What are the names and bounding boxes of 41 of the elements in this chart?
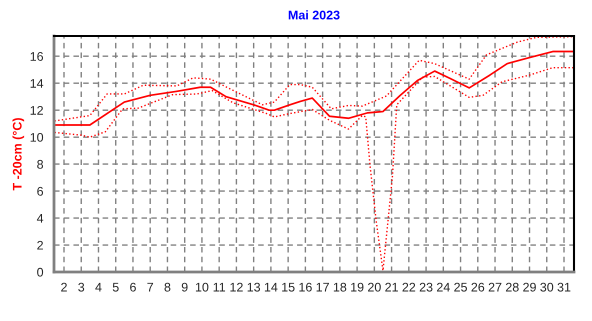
x-tick-label: 21 xyxy=(385,282,398,292)
x-tick-label: 18 xyxy=(334,282,346,292)
x-tick-label: 2 xyxy=(61,282,67,292)
x-tick-label: 8 xyxy=(164,282,170,292)
y-tick-label: 0 xyxy=(37,268,44,277)
x-tick-label: 12 xyxy=(230,282,243,292)
x-tick-label: 20 xyxy=(368,282,381,292)
y-tick-label: 2 xyxy=(37,240,43,250)
x-tick-label: 7 xyxy=(147,282,154,292)
x-tick-label: 10 xyxy=(196,282,208,292)
x-tick-label: 14 xyxy=(264,282,278,292)
y-tick-label: 10 xyxy=(30,132,44,142)
y-tick-label: 4 xyxy=(36,214,44,223)
x-tick-label: 16 xyxy=(299,282,312,292)
x-tick-label: 29 xyxy=(523,282,536,292)
x-tick-label: 23 xyxy=(420,282,432,292)
x-tick-label: 4 xyxy=(95,282,102,292)
x-tick-label: 6 xyxy=(130,282,136,292)
x-tick-label: 27 xyxy=(488,282,502,292)
x-tick-label: 19 xyxy=(351,282,364,292)
y-tick-label: 14 xyxy=(30,79,44,88)
x-tick-label: 28 xyxy=(506,282,519,292)
y-tick-label: 8 xyxy=(37,160,44,169)
y-tick-label: 12 xyxy=(30,106,43,115)
x-tick-label: 9 xyxy=(182,282,188,292)
x-tick-label: 3 xyxy=(78,282,84,292)
y-tick-label: 6 xyxy=(37,186,44,196)
x-tick-label: 26 xyxy=(471,282,484,292)
x-tick-label: 17 xyxy=(316,282,329,292)
chart-title: Mai 2023 xyxy=(288,10,340,20)
x-tick-label: 24 xyxy=(436,282,450,292)
x-tick-label: 25 xyxy=(454,282,467,292)
x-tick-label: 13 xyxy=(248,282,260,292)
x-tick-label: 15 xyxy=(282,282,295,292)
y-axis-title: T -20cm (°C) xyxy=(12,118,24,190)
x-tick-label: 22 xyxy=(402,282,416,292)
x-tick-label: 5 xyxy=(112,282,119,292)
x-tick-label: 30 xyxy=(540,282,554,292)
x-tick-label: 11 xyxy=(214,282,226,292)
y-tick-label: 16 xyxy=(30,52,44,61)
x-tick-label: 31 xyxy=(558,282,570,292)
